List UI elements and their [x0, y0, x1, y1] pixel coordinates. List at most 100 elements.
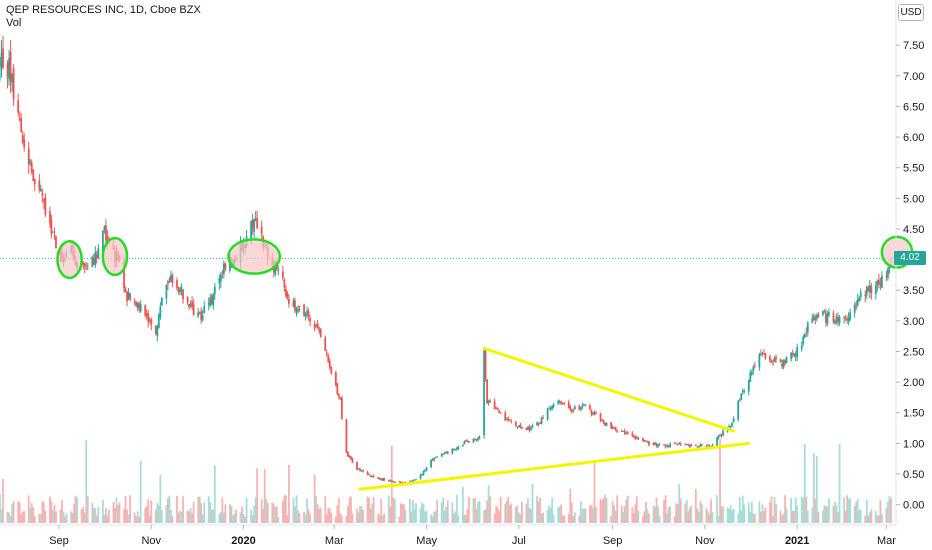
candle-body	[582, 404, 585, 406]
candle-body	[209, 298, 212, 306]
volume-bar	[540, 513, 543, 523]
volume-bar	[12, 501, 15, 523]
candle-body	[604, 422, 606, 426]
volume-bar	[826, 506, 829, 523]
volume-bar	[44, 510, 47, 523]
candle-body	[558, 401, 561, 402]
volume-bar	[446, 500, 449, 523]
candle-body	[623, 430, 626, 434]
candle-body	[888, 265, 891, 269]
volume-bar	[601, 500, 603, 523]
candle-body	[281, 271, 284, 278]
volume-bar	[716, 495, 718, 523]
candle-body	[737, 400, 740, 420]
candle-body	[557, 400, 560, 404]
y-tick-label: 7.50	[903, 40, 924, 52]
y-tick-label: 5.00	[903, 193, 924, 205]
volume-bar	[663, 499, 665, 523]
volume-bar	[573, 512, 576, 523]
x-tick-label: Mar	[325, 535, 344, 547]
currency-button[interactable]: USD	[898, 4, 924, 21]
volume-bar	[83, 512, 86, 523]
volume-bar	[150, 500, 153, 523]
candle-body	[728, 426, 731, 428]
candle-body	[499, 412, 502, 414]
candle-body	[92, 258, 95, 265]
candle-body	[770, 361, 773, 363]
volume-bar	[697, 511, 700, 523]
volume-bar	[20, 513, 23, 523]
candle-body	[826, 313, 829, 324]
candle-body	[443, 452, 446, 454]
candle-body	[740, 393, 743, 401]
candle-body	[221, 273, 224, 274]
volume-bar	[177, 512, 180, 523]
candle-body	[610, 422, 613, 429]
volume-bar	[168, 495, 171, 523]
time-axis[interactable]: Sep Nov 2020 Mar May Jul Sep Nov 2021 Mar	[49, 525, 896, 547]
volume-bar	[486, 500, 488, 523]
candle-body	[537, 423, 540, 425]
candle-body	[539, 422, 541, 424]
volume-bar	[752, 513, 755, 523]
candle-body	[837, 317, 839, 322]
candle-body	[838, 316, 841, 324]
volume-bar	[136, 511, 139, 523]
candle-body	[741, 390, 744, 393]
candle-body	[148, 319, 151, 321]
volume-bar	[477, 502, 479, 523]
volume-bar	[148, 515, 151, 523]
candle-body	[775, 357, 777, 360]
price-axis[interactable]: 7.507.006.506.005.505.004.504.003.503.00…	[896, 40, 924, 512]
volume-bar	[560, 504, 563, 523]
volume-bar	[673, 516, 676, 523]
volume-bar	[505, 500, 508, 523]
candle-body	[731, 422, 734, 427]
volume-bar	[103, 514, 106, 523]
candle-body	[874, 284, 877, 295]
y-tick-label: 0.00	[903, 500, 924, 512]
volume-bar	[743, 504, 746, 523]
candle-body	[669, 443, 672, 447]
volume-bar	[764, 507, 767, 523]
volume-bar	[389, 506, 392, 523]
volume-bar	[631, 507, 634, 523]
candle-body	[567, 402, 570, 409]
volume-bar	[536, 495, 538, 523]
candle-body	[147, 313, 150, 323]
candle-body	[641, 438, 644, 441]
volume-bar	[378, 515, 381, 523]
candle-body	[749, 372, 752, 382]
volume-bar	[720, 506, 723, 523]
volume-bar	[415, 503, 417, 523]
x-tick-label: May	[416, 535, 437, 547]
candle-body	[415, 479, 417, 481]
candle-body	[664, 446, 667, 447]
candle-body	[622, 431, 625, 432]
candle-body	[832, 312, 835, 323]
y-tick-label: 7.00	[903, 71, 924, 83]
candle-body	[0, 52, 3, 68]
candle-body	[327, 355, 330, 363]
volume-bar	[645, 501, 647, 523]
candle-body	[11, 74, 14, 83]
volume-bar	[357, 512, 360, 523]
volume-bar	[761, 504, 764, 523]
volume-bar	[679, 498, 682, 523]
volume-bar	[499, 496, 502, 523]
volume-bar	[520, 501, 523, 523]
highlight-ellipse	[56, 239, 83, 280]
volume-bar	[590, 505, 593, 523]
candle-body	[325, 352, 328, 355]
volume-bar	[283, 495, 286, 523]
volume-bar	[189, 507, 192, 523]
candle-body	[865, 286, 868, 296]
candle-body	[800, 345, 803, 350]
candle-body	[154, 326, 157, 334]
candle-body	[30, 163, 33, 172]
y-tick-label: 3.50	[903, 285, 924, 297]
volume-bar	[11, 504, 14, 523]
candle-body	[782, 359, 785, 368]
volume-bar	[623, 506, 626, 523]
